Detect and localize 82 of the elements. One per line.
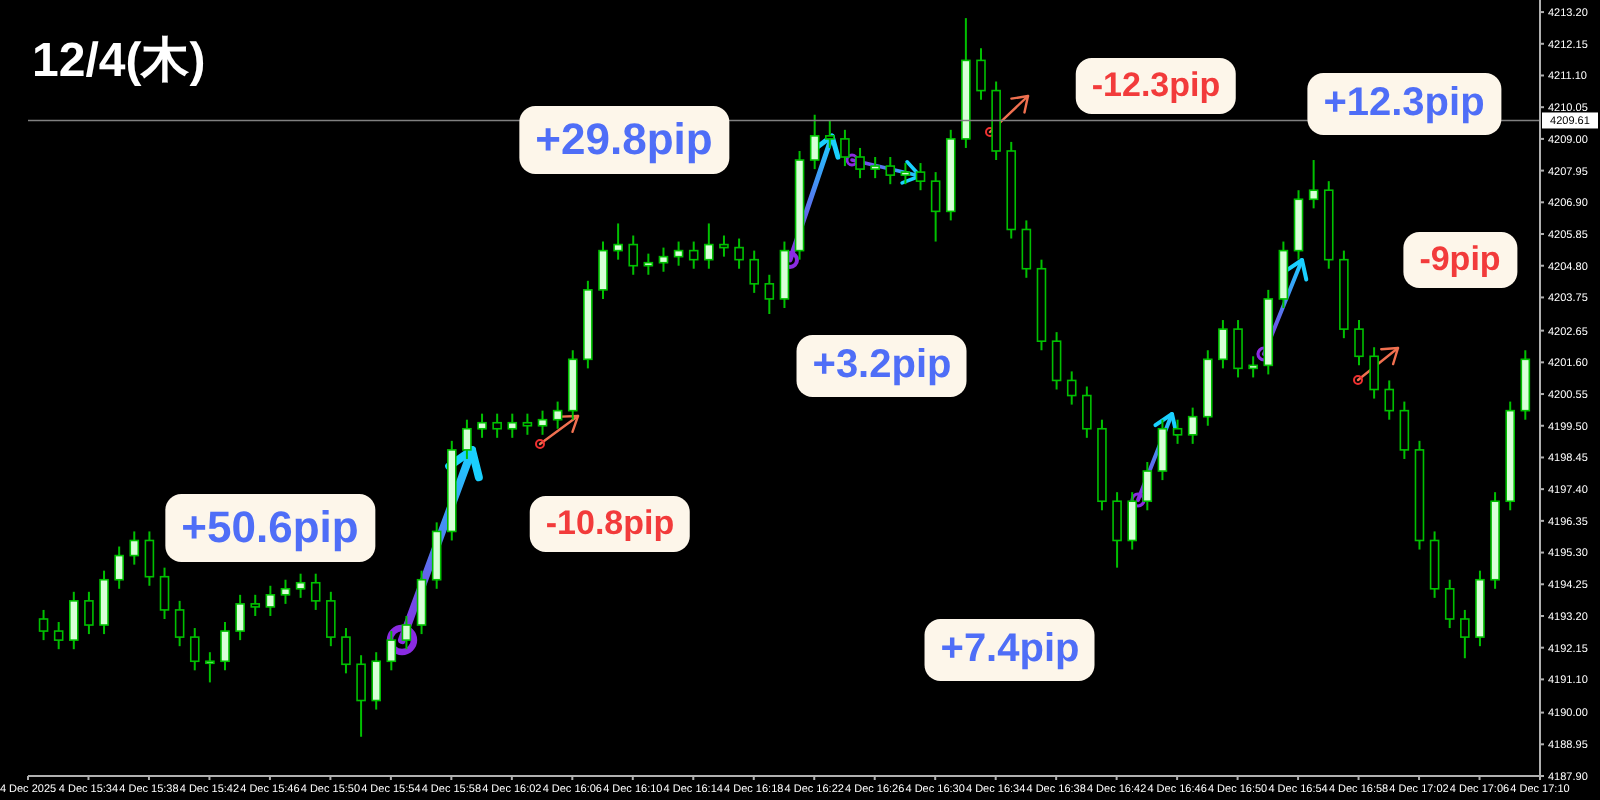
candlestick bbox=[114, 545, 124, 590]
candlestick bbox=[915, 162, 926, 192]
candlestick bbox=[174, 599, 185, 648]
candlestick bbox=[764, 273, 775, 316]
candlestick bbox=[250, 593, 261, 617]
candlestick bbox=[1384, 379, 1395, 421]
candlestick bbox=[416, 569, 427, 636]
text: 12/4(木) bbox=[32, 32, 206, 92]
candlestick bbox=[1460, 608, 1470, 660]
candlestick bbox=[1218, 319, 1228, 370]
candlestick bbox=[734, 237, 744, 270]
annotation: -10.8pip bbox=[529, 496, 691, 552]
candlestick bbox=[552, 400, 563, 430]
candlestick bbox=[704, 222, 714, 270]
candlestick bbox=[840, 128, 850, 168]
candlestick bbox=[144, 530, 155, 587]
candlestick bbox=[129, 530, 140, 566]
candlestick bbox=[84, 590, 94, 636]
candlestick bbox=[492, 412, 502, 439]
candlestick bbox=[613, 222, 623, 261]
candlestick bbox=[537, 409, 548, 436]
candlestick bbox=[719, 234, 729, 258]
candlestick bbox=[265, 584, 276, 617]
candlestick bbox=[235, 593, 245, 642]
candlestick bbox=[855, 146, 865, 180]
candlestick bbox=[69, 590, 79, 651]
candlestick bbox=[205, 651, 215, 684]
candlestick bbox=[401, 614, 412, 651]
candlestick bbox=[326, 590, 336, 648]
candlestick bbox=[38, 608, 49, 642]
annotation: +3.2pip bbox=[796, 335, 968, 397]
candlestick bbox=[1157, 418, 1168, 482]
candlestick bbox=[688, 240, 699, 270]
candlestick bbox=[1021, 219, 1032, 279]
candlestick bbox=[280, 578, 291, 605]
candlestick bbox=[1187, 406, 1198, 445]
annotation: +7.4pip bbox=[924, 619, 1096, 681]
candlestick bbox=[1369, 346, 1379, 400]
annotation: +50.6pip bbox=[165, 494, 375, 562]
annotation: +12.3pip bbox=[1307, 73, 1501, 135]
candlestick bbox=[462, 418, 472, 460]
candlestick bbox=[643, 252, 654, 276]
annotation: -12.3pip bbox=[1075, 58, 1237, 114]
candlestick bbox=[809, 113, 820, 171]
candlestick bbox=[371, 651, 381, 711]
candlestick bbox=[870, 156, 880, 180]
candlestick bbox=[1172, 418, 1183, 445]
candlestick bbox=[976, 47, 986, 101]
candlestick bbox=[1127, 491, 1137, 551]
candlestick bbox=[1248, 355, 1258, 379]
candlestick bbox=[310, 572, 321, 611]
candlestick bbox=[522, 412, 533, 436]
annotation: +29.8pip bbox=[519, 106, 729, 174]
candlestick bbox=[1142, 460, 1153, 512]
candlestick bbox=[900, 162, 911, 186]
candlestick bbox=[386, 630, 397, 672]
candlestick bbox=[295, 572, 306, 599]
candlestick bbox=[1066, 370, 1077, 406]
candlestick bbox=[1308, 159, 1319, 210]
candlestick bbox=[356, 654, 366, 738]
candlestick bbox=[507, 412, 518, 439]
candlestick bbox=[1444, 578, 1455, 630]
candlestick bbox=[341, 627, 351, 675]
candlestick bbox=[220, 621, 230, 672]
candlestick bbox=[628, 234, 639, 276]
candlestick bbox=[1399, 400, 1410, 460]
candlestick bbox=[1051, 331, 1062, 391]
candlestick bbox=[53, 621, 64, 651]
candlestick bbox=[598, 240, 608, 300]
candlestick bbox=[1112, 491, 1122, 569]
candlestick bbox=[477, 412, 487, 439]
candlestick bbox=[930, 171, 941, 243]
candlestick bbox=[1354, 319, 1364, 367]
candlestick bbox=[825, 119, 835, 149]
candlestick bbox=[1233, 319, 1243, 379]
candlestick bbox=[189, 627, 200, 672]
candlestick bbox=[159, 566, 170, 620]
candlestick bbox=[885, 156, 896, 186]
candlestick bbox=[749, 249, 759, 294]
annotation: -9pip bbox=[1403, 232, 1517, 288]
candlestick bbox=[99, 569, 109, 636]
candlestick bbox=[1082, 385, 1092, 439]
